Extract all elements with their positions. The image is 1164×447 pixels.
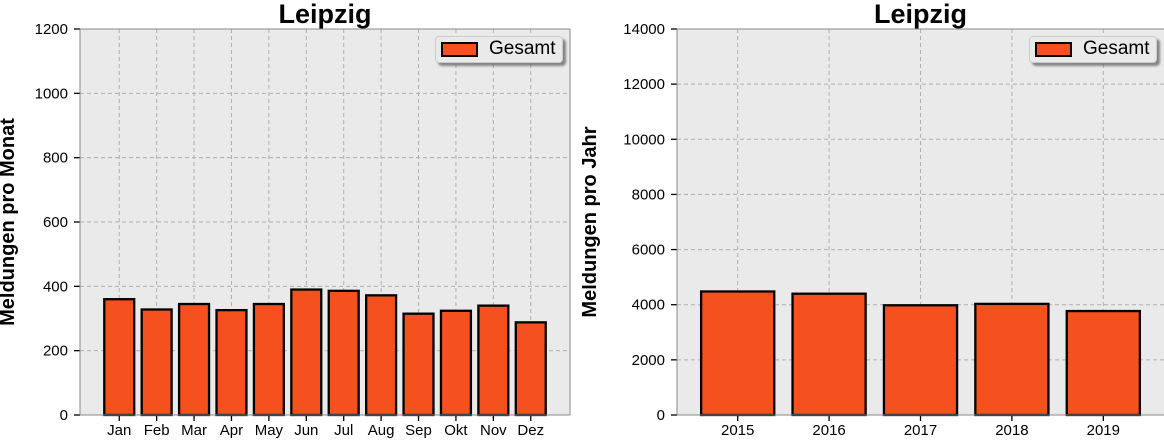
- svg-text:0: 0: [60, 407, 68, 424]
- svg-text:200: 200: [43, 343, 68, 360]
- svg-text:Jun: Jun: [294, 422, 318, 439]
- svg-text:2000: 2000: [632, 352, 665, 369]
- svg-text:1200: 1200: [35, 21, 68, 38]
- svg-text:Leipzig: Leipzig: [874, 0, 967, 29]
- svg-text:0: 0: [657, 407, 665, 424]
- svg-text:800: 800: [43, 150, 68, 167]
- svg-text:2017: 2017: [904, 422, 937, 439]
- svg-text:2016: 2016: [812, 422, 845, 439]
- svg-text:Jan: Jan: [107, 422, 131, 439]
- svg-text:Dez: Dez: [517, 422, 544, 439]
- svg-text:Sep: Sep: [405, 422, 432, 439]
- svg-text:14000: 14000: [623, 21, 665, 38]
- svg-text:10000: 10000: [623, 131, 665, 148]
- svg-text:600: 600: [43, 214, 68, 231]
- svg-text:Apr: Apr: [220, 422, 243, 439]
- svg-text:2015: 2015: [721, 422, 754, 439]
- svg-text:Meldungen pro Monat: Meldungen pro Monat: [0, 118, 19, 326]
- svg-text:4000: 4000: [632, 297, 665, 314]
- svg-text:Mar: Mar: [181, 422, 207, 439]
- svg-text:Okt: Okt: [444, 422, 468, 439]
- svg-text:Nov: Nov: [480, 422, 507, 439]
- svg-text:2019: 2019: [1087, 422, 1120, 439]
- svg-text:Jul: Jul: [334, 422, 353, 439]
- svg-text:12000: 12000: [623, 76, 665, 93]
- svg-text:8000: 8000: [632, 186, 665, 203]
- svg-text:2018: 2018: [995, 422, 1028, 439]
- svg-text:Meldungen pro Jahr: Meldungen pro Jahr: [582, 126, 601, 317]
- svg-text:1000: 1000: [35, 85, 68, 102]
- svg-text:Leipzig: Leipzig: [279, 0, 372, 29]
- svg-text:6000: 6000: [632, 242, 665, 259]
- svg-text:400: 400: [43, 278, 68, 295]
- svg-text:Feb: Feb: [144, 422, 170, 439]
- svg-text:Aug: Aug: [368, 422, 395, 439]
- svg-text:May: May: [255, 422, 284, 439]
